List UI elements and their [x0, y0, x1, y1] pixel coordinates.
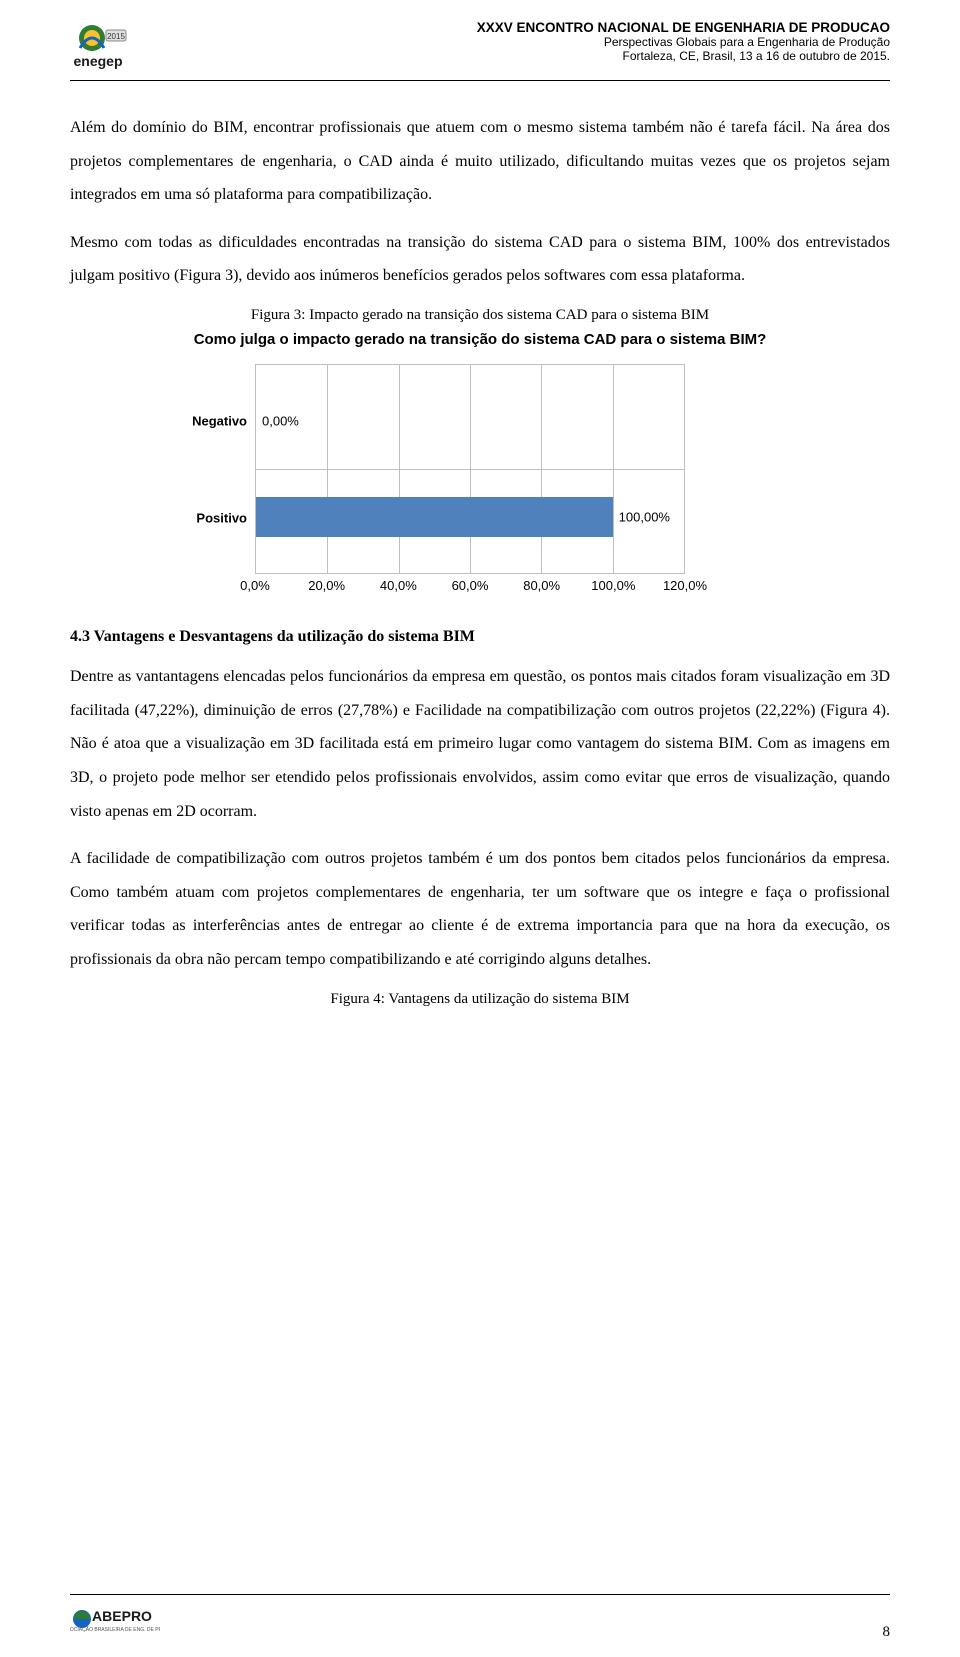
ylabel-negativo: Negativo [192, 413, 247, 428]
bar-negativo-value: 0,00% [262, 414, 299, 429]
page-header: 2015 enegep XXXV ENCONTRO NACIONAL DE EN… [70, 20, 890, 81]
page: 2015 enegep XXXV ENCONTRO NACIONAL DE EN… [0, 0, 960, 1657]
page-footer: ABEPRO ASSOCIAÇÃO BRASILEIRA DE ENG. DE … [70, 1594, 890, 1641]
page-number: 8 [883, 1624, 891, 1641]
header-title: XXXV ENCONTRO NACIONAL DE ENGENHARIA DE … [477, 20, 890, 35]
paragraph-2: Mesmo com todas as dificuldades encontra… [70, 226, 890, 293]
xtick-6: 120,0% [663, 578, 707, 593]
logo-year: 2015 [107, 32, 125, 41]
abepro-logo-text: ABEPRO [92, 1608, 152, 1624]
chart-plot-area: 0,00% 100,00% [255, 364, 685, 574]
paragraph-4: A facilidade de compatibilização com out… [70, 842, 890, 976]
xtick-3: 60,0% [452, 578, 489, 593]
enegep-logo-icon: 2015 enegep [70, 20, 140, 74]
chart-title: Como julga o impacto gerado na transição… [175, 330, 785, 350]
header-text-block: XXXV ENCONTRO NACIONAL DE ENGENHARIA DE … [477, 20, 890, 63]
paragraph-3: Dentre as vantantagens elencadas pelos f… [70, 660, 890, 828]
xtick-4: 80,0% [523, 578, 560, 593]
header-location: Fortaleza, CE, Brasil, 13 a 16 de outubr… [477, 49, 890, 63]
figure4-caption: Figura 4: Vantagens da utilização do sis… [70, 991, 890, 1008]
abepro-logo-subtext: ASSOCIAÇÃO BRASILEIRA DE ENG. DE PRODUÇÃ… [70, 1626, 160, 1633]
bar-positivo [256, 497, 613, 537]
body-text-2: Dentre as vantantagens elencadas pelos f… [70, 660, 890, 976]
xtick-5: 100,0% [591, 578, 635, 593]
chart-body: Negativo Positivo 0,00% 100,00% [175, 364, 785, 574]
xtick-1: 20,0% [308, 578, 345, 593]
logo-name: enegep [73, 53, 122, 69]
body-text: Além do domínio do BIM, encontrar profis… [70, 111, 890, 293]
ylabel-positivo: Positivo [196, 510, 247, 525]
header-subtitle: Perspectivas Globais para a Engenharia d… [477, 35, 890, 49]
figure3-chart: Como julga o impacto gerado na transição… [175, 330, 785, 598]
chart-y-labels: Negativo Positivo [175, 364, 255, 574]
paragraph-1: Além do domínio do BIM, encontrar profis… [70, 111, 890, 212]
bar-positivo-value: 100,00% [619, 510, 670, 525]
section-4-3-heading: 4.3 Vantagens e Desvantagens da utilizaç… [70, 628, 890, 646]
xtick-0: 0,0% [240, 578, 270, 593]
figure3-caption: Figura 3: Impacto gerado na transição do… [70, 307, 890, 324]
header-logo: 2015 enegep [70, 20, 140, 74]
xtick-2: 40,0% [380, 578, 417, 593]
abepro-logo-icon: ABEPRO ASSOCIAÇÃO BRASILEIRA DE ENG. DE … [70, 1599, 160, 1641]
chart-x-axis: 0,0% 20,0% 40,0% 60,0% 80,0% 100,0% 120,… [255, 574, 685, 598]
